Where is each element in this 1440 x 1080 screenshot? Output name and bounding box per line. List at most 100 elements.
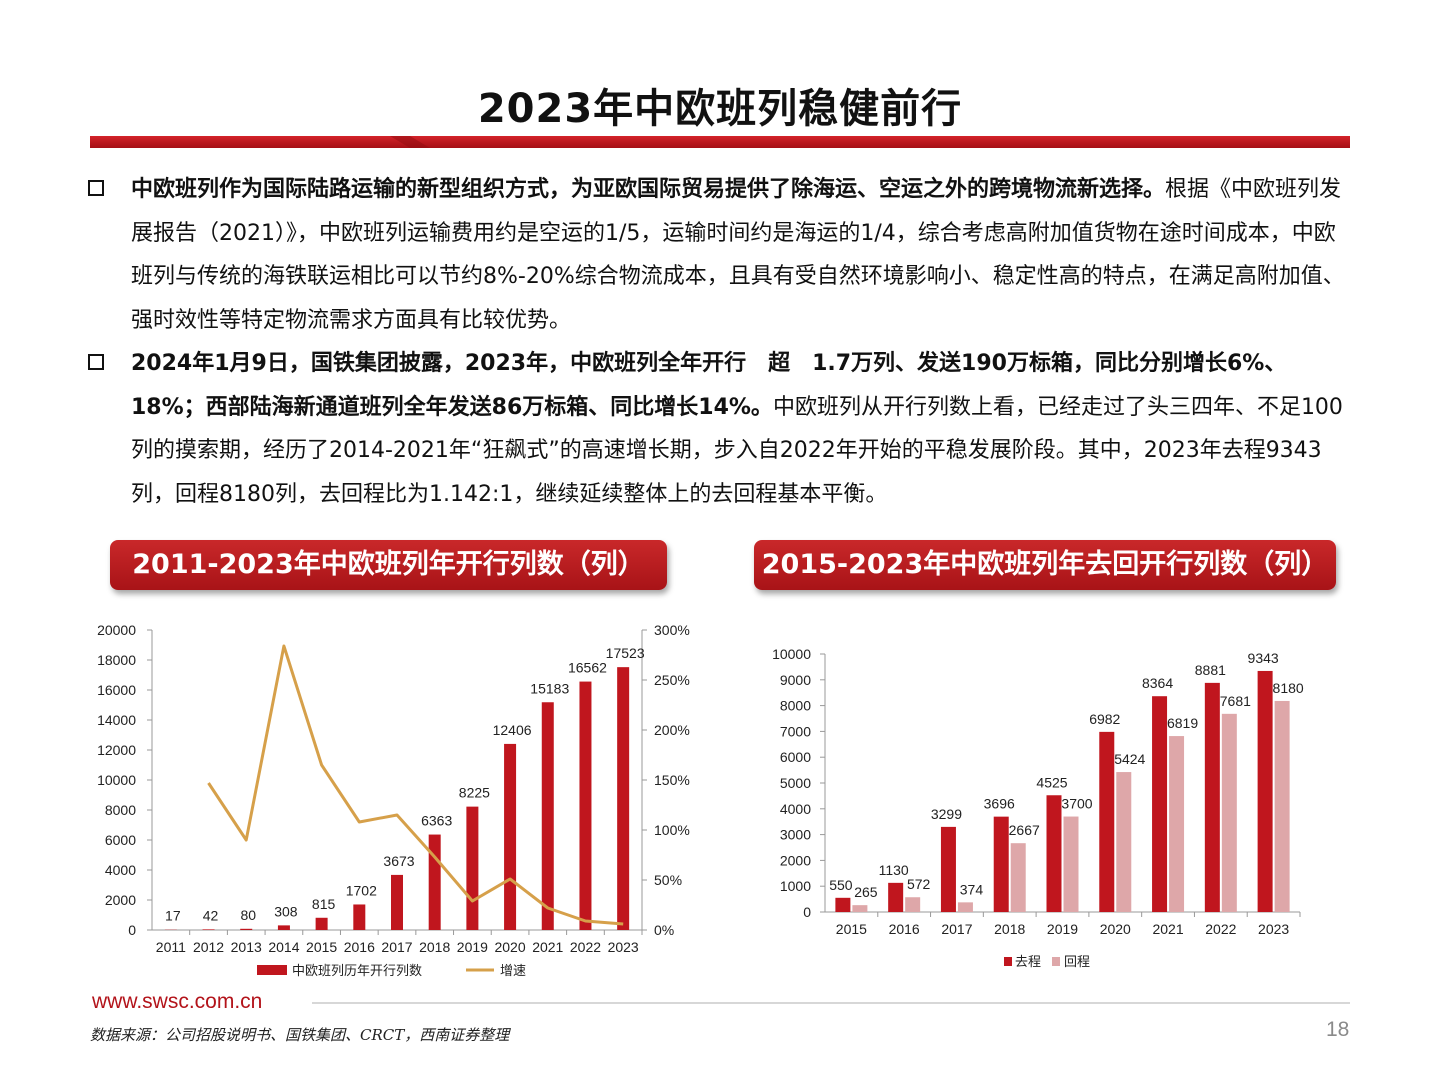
y-tick-label: 10000 xyxy=(97,772,136,788)
outbound-bar xyxy=(1257,670,1273,912)
x-tick-label: 2021 xyxy=(1152,921,1183,937)
x-tick-label: 2013 xyxy=(231,939,262,955)
x-tick-label: 2017 xyxy=(941,921,972,937)
bar-value-label: 9343 xyxy=(1248,650,1279,666)
x-tick-label: 2019 xyxy=(457,939,488,955)
bar-value-label: 3696 xyxy=(984,796,1015,812)
growth-line xyxy=(207,644,624,926)
square-bullet-icon xyxy=(88,180,104,196)
bar xyxy=(504,743,517,930)
inbound-bar xyxy=(1010,843,1026,912)
outbound-bar xyxy=(1046,795,1062,912)
y-tick-label: 6000 xyxy=(780,749,811,765)
y2-tick-label: 100% xyxy=(654,822,690,838)
bar xyxy=(617,667,630,930)
x-tick-label: 2011 xyxy=(156,939,186,955)
x-tick-label: 2015 xyxy=(836,921,867,937)
x-tick-label: 2020 xyxy=(494,939,525,955)
bar-value-label: 572 xyxy=(907,876,931,892)
bar-value-label: 8180 xyxy=(1273,680,1304,696)
inbound-bar xyxy=(905,897,921,912)
bar-value-label: 17523 xyxy=(606,645,645,661)
bar-value-label: 12406 xyxy=(493,722,532,738)
y-tick-label: 2000 xyxy=(105,892,136,908)
bullet-bold-text: 中欧班列作为国际陆路运输的新型组织方式，为亚欧国际贸易提供了除海运、空运之外的跨… xyxy=(131,177,1166,202)
x-tick-label: 2014 xyxy=(268,939,299,955)
legend-label: 中欧班列历年开行列数 xyxy=(292,963,422,978)
bullet-list: 中欧班列作为国际陆路运输的新型组织方式，为亚欧国际贸易提供了除海运、空运之外的跨… xyxy=(88,168,1358,516)
legend-swatch-bars xyxy=(257,965,287,975)
y-tick-label: 4000 xyxy=(105,862,136,878)
bar-value-label: 1702 xyxy=(346,882,377,898)
y2-tick-label: 250% xyxy=(654,672,690,688)
legend-swatch-outbound xyxy=(1004,957,1012,966)
annual-trains-chart: 0 2000 4000 6000 8000 10000 12000 14000 16000 180… xyxy=(97,622,690,978)
website-link[interactable]: www.swsc.com.cn xyxy=(92,990,263,1013)
bullet-bold-text: 2024年1月9日，国铁集团披露，2023年，中欧班列全年开行 超 1.7万列、… xyxy=(131,351,1287,420)
y-tick-label: 12000 xyxy=(97,742,136,758)
outbound-bar xyxy=(940,826,956,912)
legend-swatch-inbound xyxy=(1052,957,1060,966)
bullet-normal-text: 中欧班列从开行列数上看，已经走过了头三四年、不足100列的摸索期，经历了2014… xyxy=(131,394,1343,507)
x-tick-label: 2018 xyxy=(419,939,450,955)
outbound-bar xyxy=(888,882,904,912)
y-tick-label: 9000 xyxy=(780,672,811,688)
y2-tick-label: 200% xyxy=(654,722,690,738)
y2-tick-label: 0% xyxy=(654,922,674,938)
bar xyxy=(240,928,253,930)
x-tick-label: 2023 xyxy=(608,939,639,955)
bar xyxy=(541,702,554,930)
x-tick-label: 2018 xyxy=(994,921,1025,937)
inbound-bar xyxy=(852,905,868,912)
x-tick-label: 2022 xyxy=(1205,921,1236,937)
bar xyxy=(579,681,592,930)
bar-value-label: 3673 xyxy=(383,853,414,869)
square-bullet-icon xyxy=(88,354,104,370)
bar-value-label: 815 xyxy=(312,896,336,912)
x-tick-label: 2016 xyxy=(344,939,375,955)
bar xyxy=(277,925,290,930)
y2-tick-label: 150% xyxy=(654,772,690,788)
bar-value-label: 7681 xyxy=(1220,693,1251,709)
y-tick-label: 18000 xyxy=(97,652,136,668)
bar-value-label: 265 xyxy=(854,884,878,900)
x-tick-label: 2015 xyxy=(306,939,337,955)
bar-value-label: 80 xyxy=(240,907,256,923)
bar-value-label: 308 xyxy=(274,903,298,919)
bullet-normal-text: 根据《中欧班列发展报告（2021）》，中欧班列运输费用约是空运的1/5，运输时间… xyxy=(131,177,1345,333)
y2-tick-label: 300% xyxy=(654,622,690,638)
bar-value-label: 42 xyxy=(203,907,219,923)
inbound-bar xyxy=(1169,736,1185,912)
y-tick-label: 20000 xyxy=(97,622,136,638)
bar-value-label: 16562 xyxy=(568,660,607,676)
page-title: 2023年中欧班列稳健前行 xyxy=(477,86,963,132)
y-tick-label: 2000 xyxy=(780,852,811,868)
bar-value-label: 17 xyxy=(165,908,181,924)
y-tick-label: 8000 xyxy=(780,698,811,714)
x-tick-label: 2020 xyxy=(1100,921,1131,937)
y-tick-label: 8000 xyxy=(105,802,136,818)
y-tick-label: 1000 xyxy=(780,878,811,894)
y-tick-label: 3000 xyxy=(780,827,811,843)
y-tick-label: 10000 xyxy=(772,646,811,662)
bar xyxy=(315,917,328,930)
bar xyxy=(466,806,479,930)
footer-divider xyxy=(312,1002,1350,1004)
bar-value-label: 8364 xyxy=(1142,675,1173,691)
x-tick-label: 2019 xyxy=(1047,921,1078,937)
inbound-bar xyxy=(1221,713,1237,912)
bar xyxy=(353,904,366,930)
bar-value-label: 2667 xyxy=(1009,822,1040,838)
outbound-bar xyxy=(993,816,1009,912)
y-tick-label: 0 xyxy=(128,922,136,938)
bullet-item: 2024年1月9日，国铁集团披露，2023年，中欧班列全年开行 超 1.7万列、… xyxy=(88,342,1358,516)
y-tick-label: 7000 xyxy=(780,723,811,739)
x-tick-label: 2022 xyxy=(570,939,601,955)
outbound-inbound-chart: 0 1000 2000 3000 4000 5000 6000 7000 8000 9000 100… xyxy=(772,646,1304,969)
bar-value-label: 6982 xyxy=(1089,711,1120,727)
bar-value-label: 6363 xyxy=(421,813,452,829)
y-tick-label: 6000 xyxy=(105,832,136,848)
bar-value-label: 3299 xyxy=(931,806,962,822)
outbound-bar xyxy=(1204,682,1220,912)
